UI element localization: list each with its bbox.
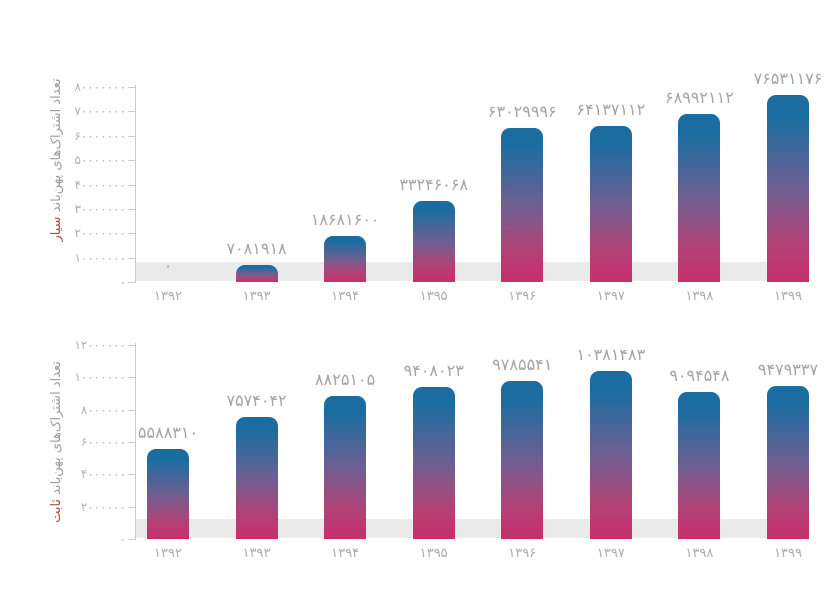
bar <box>766 95 809 282</box>
bar <box>412 386 455 539</box>
x-tick-label: ۱۳۹۹ <box>774 546 802 561</box>
bar <box>589 371 632 539</box>
y-tick-label: ۷۰۰۰۰۰۰۰ <box>74 104 126 119</box>
bar <box>501 128 544 282</box>
y-axis-title-accent: ثابت <box>49 498 64 523</box>
y-axis-title-main: تعداد اشتراک‌های پهن‌باند <box>49 361 64 495</box>
bar-value-label: ۶۳۰۲۹۹۹۶ <box>487 102 557 122</box>
x-tick-label: ۱۳۹۴ <box>331 289 360 304</box>
y-tick-label: ۱۰۰۰۰۰۰۰ <box>74 250 126 265</box>
x-tick-label: ۱۳۹۷ <box>596 289 625 304</box>
y-tick-label: ۱۲۰۰۰۰۰۰ <box>74 338 126 352</box>
y-tick-label: ۴۰۰۰۰۰۰ <box>80 467 126 482</box>
y-tick-mark <box>128 233 135 235</box>
x-tick-label: ۱۳۹۷ <box>596 546 625 561</box>
bar-value-label: ۹۰۹۴۵۴۸ <box>669 365 730 385</box>
bar <box>589 125 632 282</box>
x-tick-label: ۱۳۹۶ <box>508 546 537 561</box>
y-tick-label: ۴۰۰۰۰۰۰۰ <box>74 177 126 192</box>
y-tick-label: ۶۰۰۰۰۰۰۰ <box>74 128 126 143</box>
y-tick-label: ۶۰۰۰۰۰۰ <box>80 435 126 449</box>
bar <box>235 416 278 539</box>
y-tick-label: ۳۰۰۰۰۰۰۰ <box>74 201 126 216</box>
y-axis-title: تعداد اشتراک‌های پهن‌باند ثابت <box>48 361 66 523</box>
bar <box>766 385 809 539</box>
bar-value-label: ۷۶۵۳۱۱۷۶ <box>753 69 823 89</box>
bar-value-label: ۷۵۷۴۰۴۲ <box>226 390 287 410</box>
bar-value-label: ۹۴۰۸۰۲۳ <box>403 360 464 380</box>
y-tick-label: ۸۰۰۰۰۰۰۰ <box>74 80 126 94</box>
y-tick-label: ۲۰۰۰۰۰۰۰ <box>74 226 126 241</box>
bar <box>324 396 367 539</box>
y-tick-mark <box>128 377 135 379</box>
bar-value-label: ۹۷۸۵۵۴۱ <box>492 354 553 374</box>
x-tick-label: ۱۳۹۳ <box>242 289 271 304</box>
x-tick-label: ۱۳۹۵ <box>419 546 448 561</box>
x-tick-label: ۱۳۹۵ <box>419 289 448 304</box>
y-tick-mark <box>128 282 135 283</box>
bar <box>147 448 189 539</box>
bar <box>678 391 721 539</box>
y-tick-mark <box>128 345 135 346</box>
y-axis-line <box>135 343 136 540</box>
bar-value-label: ۱۸۶۸۱۶۰۰ <box>310 210 380 230</box>
x-tick-label: ۱۳۹۲ <box>154 289 182 304</box>
bar-value-label: ۳۳۲۴۶۰۶۸ <box>399 174 469 194</box>
x-tick-label: ۱۳۹۴ <box>331 546 360 561</box>
y-tick-mark <box>128 409 135 411</box>
x-tick-label: ۱۳۹۹ <box>774 289 802 304</box>
y-tick-mark <box>128 506 135 508</box>
baseline-band <box>135 519 798 538</box>
bar-value-label: ۶۸۹۹۲۱۱۲ <box>665 87 734 107</box>
y-tick-label: ۸۰۰۰۰۰۰ <box>80 402 126 417</box>
baseline-band <box>135 262 798 281</box>
y-tick-mark <box>128 135 135 137</box>
bar <box>235 264 278 282</box>
bar-value-label: ۱۰۳۸۱۴۸۳ <box>576 345 646 365</box>
y-tick-label: ۱۰۰۰۰۰۰۰ <box>74 370 126 385</box>
y-tick-mark <box>128 208 135 210</box>
bar <box>324 236 367 282</box>
bar <box>412 200 455 282</box>
y-tick-mark <box>128 474 135 476</box>
y-tick-mark <box>128 184 135 186</box>
y-tick-label: ۲۰۰۰۰۰۰ <box>80 499 126 514</box>
y-axis-line <box>135 85 136 283</box>
y-tick-label: ۵۰۰۰۰۰۰۰ <box>74 153 126 168</box>
x-tick-label: ۱۳۹۲ <box>154 546 182 561</box>
y-tick-mark <box>128 111 135 113</box>
bar <box>678 113 721 282</box>
y-tick-label: ۰ <box>119 275 126 289</box>
bar-value-label: ۶۴۱۳۷۱۱۲ <box>576 99 646 119</box>
bar-value-label: ۵۵۸۸۳۱۰ <box>137 422 202 442</box>
bar-value-label: ۷۰۸۱۹۱۸ <box>226 238 287 258</box>
bar <box>501 380 544 539</box>
x-tick-label: ۱۳۹۶ <box>508 289 537 304</box>
y-tick-mark <box>128 539 135 540</box>
bar-value-label: ۸۸۲۵۱۰۵ <box>315 370 376 390</box>
y-tick-mark <box>128 160 135 162</box>
y-tick-mark <box>128 87 135 88</box>
y-tick-mark <box>128 257 135 259</box>
x-tick-label: ۱۳۹۸ <box>685 546 714 561</box>
bar-value-label: ۰ <box>163 256 173 275</box>
x-tick-label: ۱۳۹۸ <box>685 289 714 304</box>
bar-value-label: ۹۴۷۹۳۳۷ <box>757 359 819 379</box>
x-tick-label: ۱۳۹۳ <box>242 546 271 561</box>
y-tick-label: ۰ <box>119 532 126 546</box>
y-tick-mark <box>128 442 135 443</box>
